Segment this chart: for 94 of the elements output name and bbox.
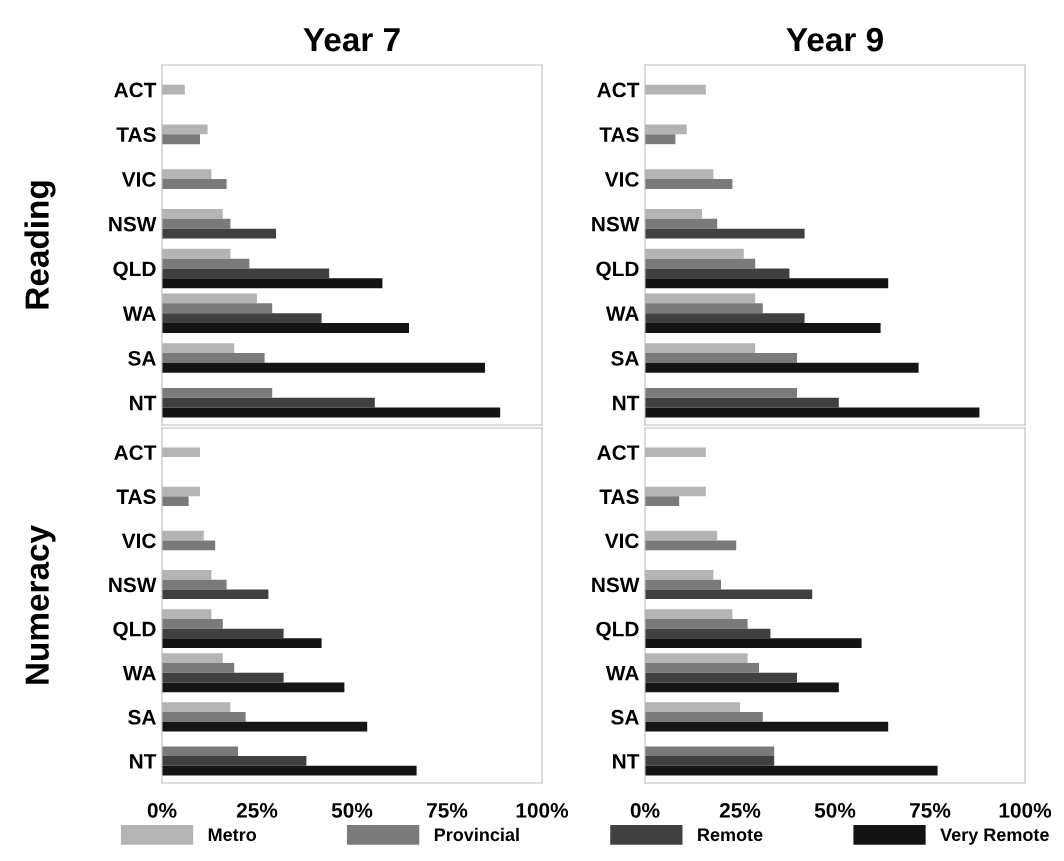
bar: [645, 387, 797, 398]
y-axis-title: Reading: [24, 181, 56, 309]
y-tick-label: ACT: [597, 82, 640, 98]
chart-title: Year 7: [303, 28, 400, 52]
bar: [645, 278, 889, 289]
legend-label: Remote: [698, 828, 763, 842]
y-tick-label: NSW: [109, 216, 157, 232]
bar: [645, 663, 759, 673]
y-tick-label: SA: [128, 709, 156, 725]
y-tick-label: NT: [130, 754, 157, 769]
y-tick-label: SA: [611, 709, 639, 725]
x-tick-label: 100%: [516, 802, 569, 818]
bar: [162, 303, 273, 314]
bar: [645, 228, 805, 239]
bar: [645, 496, 680, 507]
bar: [162, 228, 276, 239]
bar: [162, 313, 322, 324]
legend-label: Metro: [208, 828, 257, 842]
bar: [645, 756, 775, 766]
y-tick-label: NSW: [109, 577, 157, 593]
y-tick-label: NSW: [592, 216, 640, 232]
bar: [162, 765, 417, 776]
bar: [162, 323, 409, 333]
bar: [162, 721, 368, 732]
bar: [645, 579, 721, 590]
y-tick-label: TAS: [599, 127, 639, 143]
y-tick-label: QLD: [113, 261, 156, 281]
bar: [645, 765, 938, 776]
y-tick-label: TAS: [116, 489, 156, 505]
y-tick-label: QLD: [596, 261, 639, 281]
bar: [645, 672, 797, 683]
y-tick-label: TAS: [116, 127, 156, 143]
bar: [162, 746, 238, 757]
bar: [162, 663, 235, 673]
chart-title: Year 9: [786, 27, 883, 52]
bar: [645, 303, 763, 314]
y-tick-label: QLD: [596, 621, 639, 641]
y-tick-label: ACT: [597, 445, 640, 461]
y-tick-label: SA: [128, 350, 156, 366]
bar: [162, 278, 383, 289]
y-tick-label: VIC: [604, 172, 639, 187]
x-tick-label: 25%: [236, 802, 278, 818]
bar: [162, 496, 189, 507]
x-tick-label: 75%: [910, 803, 951, 818]
bar: [645, 407, 980, 418]
bar: [162, 756, 307, 766]
bar: [162, 387, 273, 398]
y-tick-label: NT: [613, 395, 640, 411]
y-tick-label: WA: [122, 665, 156, 681]
bar: [645, 682, 839, 693]
y-tick-label: WA: [605, 665, 639, 681]
y-tick-label: NT: [613, 754, 640, 769]
y-tick-label: QLD: [113, 621, 156, 641]
y-tick-label: ACT: [114, 82, 157, 98]
y-axis-title: Numeracy: [25, 525, 56, 684]
x-tick-label: 25%: [719, 802, 761, 818]
y-tick-label: VIC: [604, 533, 639, 549]
bar: [645, 218, 718, 229]
bar: [645, 589, 813, 600]
bar: [645, 397, 839, 408]
bar: [162, 397, 375, 408]
x-tick-label: 50%: [814, 802, 856, 818]
bar: [162, 672, 284, 683]
bar: [645, 721, 889, 732]
bar: [645, 362, 919, 373]
x-tick-label: 50%: [331, 802, 373, 818]
y-tick-label: NT: [130, 395, 157, 411]
bar: [162, 589, 269, 600]
y-tick-label: SA: [611, 350, 639, 366]
y-tick-label: WA: [605, 306, 639, 321]
y-tick-label: WA: [122, 306, 156, 321]
y-tick-label: VIC: [121, 172, 156, 187]
bar: [645, 134, 676, 145]
x-tick-label: 0%: [630, 802, 660, 818]
bar: [162, 638, 322, 649]
bar: [162, 218, 231, 229]
bar: [162, 407, 501, 418]
bar: [645, 313, 805, 324]
legend-label: Very Remote: [940, 828, 1049, 845]
y-tick-label: VIC: [121, 533, 156, 549]
bar: [162, 134, 200, 145]
x-tick-label: 75%: [427, 803, 468, 818]
bar: [162, 579, 227, 590]
y-tick-label: TAS: [599, 489, 639, 505]
bar: [162, 362, 485, 373]
legend-label: Provincial: [434, 827, 519, 842]
bar: [645, 746, 775, 757]
bar: [645, 638, 862, 649]
x-tick-label: 0%: [147, 802, 177, 818]
bar: [645, 323, 881, 333]
y-tick-label: ACT: [114, 445, 157, 461]
x-tick-label: 100%: [999, 802, 1052, 818]
y-tick-label: NSW: [592, 577, 640, 593]
bar: [162, 682, 345, 693]
